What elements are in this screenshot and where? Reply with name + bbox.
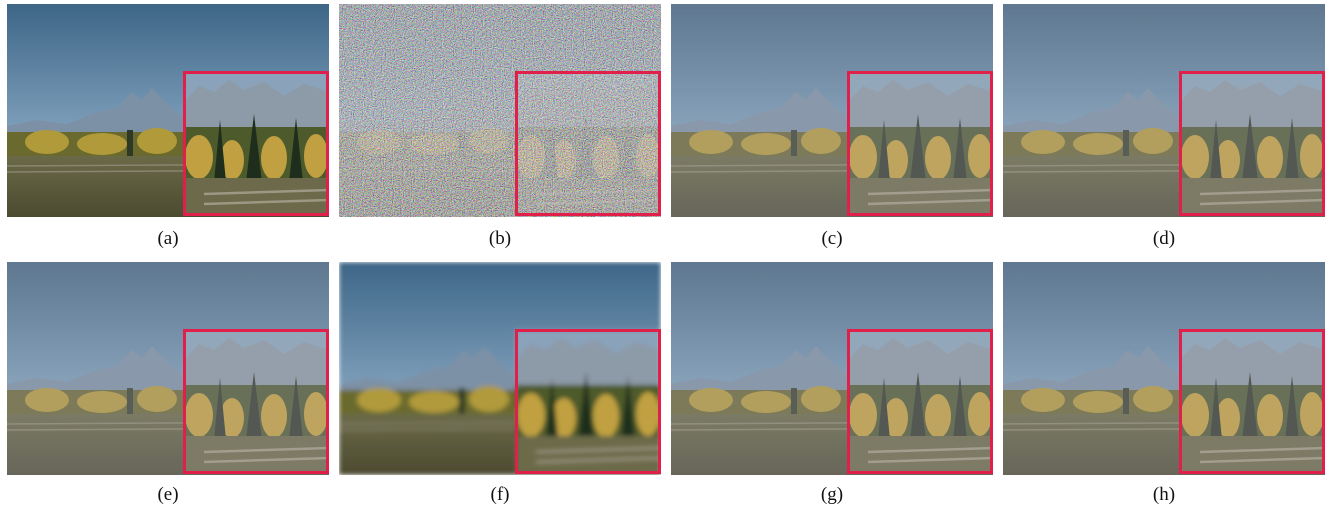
image-panel [339, 4, 661, 217]
image-panel [339, 262, 661, 475]
panel-caption: (c) [671, 228, 993, 250]
panel-caption: (f) [339, 484, 661, 506]
panel-caption: (d) [1003, 228, 1325, 250]
panel-caption: (b) [339, 228, 661, 250]
image-panel [1003, 262, 1325, 475]
panel-caption: (e) [7, 484, 329, 506]
image-panel [7, 4, 329, 217]
figure: (a) (b) (c) (d) (e) (f) (g) (h) [0, 0, 1333, 512]
panel-caption: (a) [7, 228, 329, 250]
image-panel [671, 262, 993, 475]
panel-caption: (g) [671, 484, 993, 506]
image-panel [1003, 4, 1325, 217]
image-panel [7, 262, 329, 475]
image-panel [671, 4, 993, 217]
panel-caption: (h) [1003, 484, 1325, 506]
